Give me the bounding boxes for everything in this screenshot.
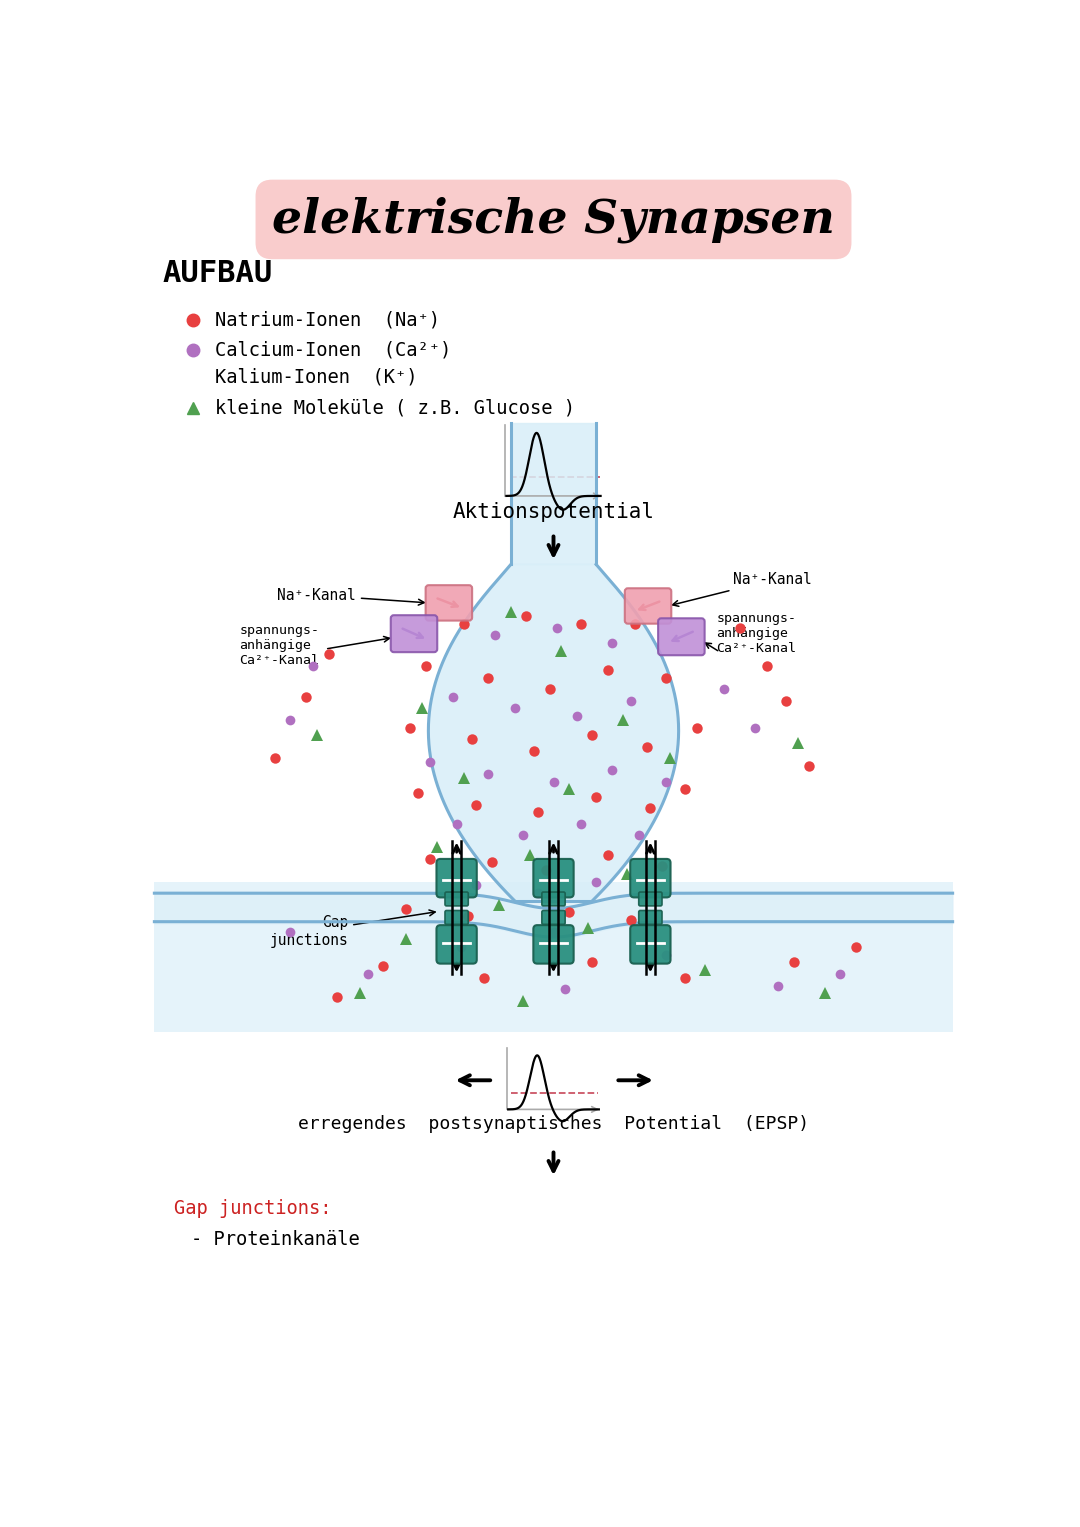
- Text: spannungs-
anhängige
Ca²⁺-Kanal: spannungs- anhängige Ca²⁺-Kanal: [240, 623, 320, 667]
- Text: Kalium-Ionen  (K⁺): Kalium-Ionen (K⁺): [215, 368, 417, 386]
- Text: Natrium-Ionen  (Na⁺): Natrium-Ionen (Na⁺): [215, 310, 440, 328]
- Text: Gap
junctions: Gap junctions: [269, 910, 435, 948]
- Text: kleine Moleküle ( z.B. Glucose ): kleine Moleküle ( z.B. Glucose ): [215, 399, 575, 417]
- FancyBboxPatch shape: [436, 925, 476, 964]
- FancyBboxPatch shape: [638, 892, 662, 906]
- Text: Calcium-Ionen  (Ca²⁺): Calcium-Ionen (Ca²⁺): [215, 341, 451, 360]
- FancyBboxPatch shape: [542, 910, 565, 924]
- FancyBboxPatch shape: [542, 892, 565, 906]
- Text: - Proteinkanäle: - Proteinkanäle: [191, 1231, 360, 1249]
- Text: spannungs-
anhängige
Ca²⁺-Kanal: spannungs- anhängige Ca²⁺-Kanal: [716, 612, 796, 655]
- Text: Gap junctions:: Gap junctions:: [174, 1199, 332, 1219]
- FancyBboxPatch shape: [625, 588, 672, 623]
- FancyBboxPatch shape: [638, 910, 662, 924]
- FancyBboxPatch shape: [445, 910, 469, 924]
- Text: Aktionspotential: Aktionspotential: [453, 502, 654, 522]
- Text: Na⁺-Kanal: Na⁺-Kanal: [278, 588, 424, 605]
- FancyBboxPatch shape: [631, 858, 671, 898]
- FancyBboxPatch shape: [391, 615, 437, 652]
- Bar: [154, 881, 953, 1032]
- FancyBboxPatch shape: [426, 585, 472, 620]
- Polygon shape: [429, 565, 678, 901]
- FancyBboxPatch shape: [445, 892, 469, 906]
- FancyBboxPatch shape: [631, 925, 671, 964]
- Text: Na⁺-Kanal: Na⁺-Kanal: [673, 573, 812, 606]
- FancyBboxPatch shape: [534, 925, 573, 964]
- Text: elektrische Synapsen: elektrische Synapsen: [272, 195, 835, 243]
- FancyBboxPatch shape: [534, 858, 573, 898]
- FancyBboxPatch shape: [658, 618, 704, 655]
- Text: erregendes  postsynaptisches  Potential  (EPSP): erregendes postsynaptisches Potential (E…: [298, 1115, 809, 1133]
- Text: AUFBAU: AUFBAU: [162, 260, 272, 287]
- FancyBboxPatch shape: [436, 858, 476, 898]
